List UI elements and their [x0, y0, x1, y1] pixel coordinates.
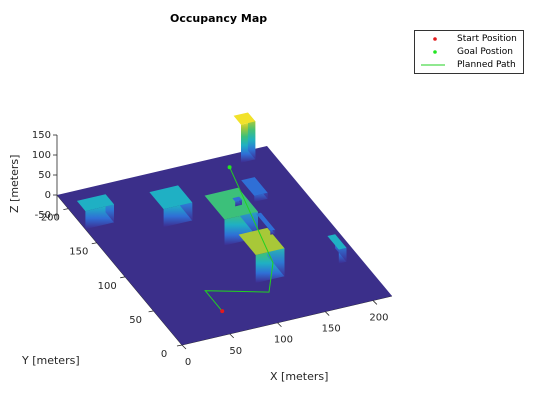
y-axis-line — [56, 194, 183, 346]
z-axis-label: Z [meters] — [8, 155, 21, 213]
y-tick-mark — [148, 310, 154, 313]
x-axis-line — [181, 295, 393, 346]
x-tick-label: 200 — [369, 312, 388, 323]
obstacle-top-face — [76, 194, 114, 212]
axes-lines — [52, 134, 393, 350]
obstacle-top-face — [256, 212, 276, 231]
x-tick-label: 150 — [322, 324, 341, 335]
y-tick-mark — [176, 344, 183, 347]
x-tick-label: 100 — [274, 335, 293, 346]
goal-marker — [227, 165, 232, 170]
obstacle-top-face — [233, 112, 256, 125]
start-marker — [220, 309, 225, 314]
z-tick-label: 150 — [32, 130, 51, 141]
legend-entry-path: Planned Path — [419, 59, 521, 71]
legend-entry-goal: Goal Postion — [419, 46, 521, 58]
obstacle-top-face — [238, 227, 285, 255]
z-tick-label: 0 — [45, 190, 51, 201]
y-tick-label: 150 — [69, 247, 88, 258]
y-tick-mark — [120, 276, 126, 279]
x-tick-label: 50 — [229, 346, 242, 357]
x-tick-mark — [324, 311, 330, 316]
obstacles — [76, 112, 347, 283]
y-tick-label: 0 — [161, 349, 167, 360]
obstacle-top-face — [204, 187, 258, 220]
obstacle-side-face — [247, 112, 256, 160]
obstacle-top-face — [241, 177, 268, 196]
axis-labels: X [meters] Y [meters] Z [meters] — [8, 155, 328, 383]
x-tick-mark — [181, 344, 187, 350]
z-tick-label: 100 — [32, 150, 51, 161]
obstacle-block — [327, 234, 347, 264]
x-axis-label: X [meters] — [270, 370, 328, 383]
legend-label-goal: Goal Postion — [457, 47, 513, 57]
y-tick-label: 200 — [41, 213, 60, 224]
legend-start-marker — [433, 37, 437, 41]
x-tick-mark — [372, 300, 378, 305]
obstacle-block — [76, 194, 114, 230]
obstacle-block — [241, 177, 268, 202]
obstacle-block — [256, 212, 276, 235]
legend-label-path: Planned Path — [457, 60, 516, 70]
obstacle-top-face — [232, 196, 242, 202]
planned-path-layer — [204, 165, 274, 314]
x-tick-label: 0 — [185, 357, 191, 368]
obstacle-top-face — [149, 185, 193, 210]
legend-entry-start: Start Position — [419, 33, 521, 45]
x-tick-mark — [229, 333, 235, 339]
obstacle-top-face — [327, 234, 347, 250]
y-tick-mark — [91, 242, 97, 245]
obstacle-block — [238, 227, 285, 283]
obstacle-block — [204, 187, 258, 246]
obstacle-block — [232, 196, 242, 207]
obstacle-block — [233, 112, 256, 163]
y-tick-mark — [63, 208, 69, 211]
x-tick-mark — [277, 322, 282, 328]
z-tick-label: 50 — [38, 170, 51, 181]
planned-path — [204, 166, 274, 312]
legend-label-start: Start Position — [457, 34, 517, 44]
y-axis-label: Y [meters] — [21, 354, 80, 367]
legend: Start Position Goal Postion Planned Path — [414, 30, 524, 74]
obstacle-front-face — [254, 192, 268, 202]
y-tick-label: 100 — [98, 281, 117, 292]
legend-path-line — [421, 64, 445, 66]
z-tick-label: -50 — [35, 210, 51, 221]
y-tick-label: 50 — [129, 315, 142, 326]
legend-goal-marker — [433, 50, 437, 54]
obstacle-block — [149, 185, 193, 228]
chart-title: Occupancy Map — [170, 12, 268, 25]
